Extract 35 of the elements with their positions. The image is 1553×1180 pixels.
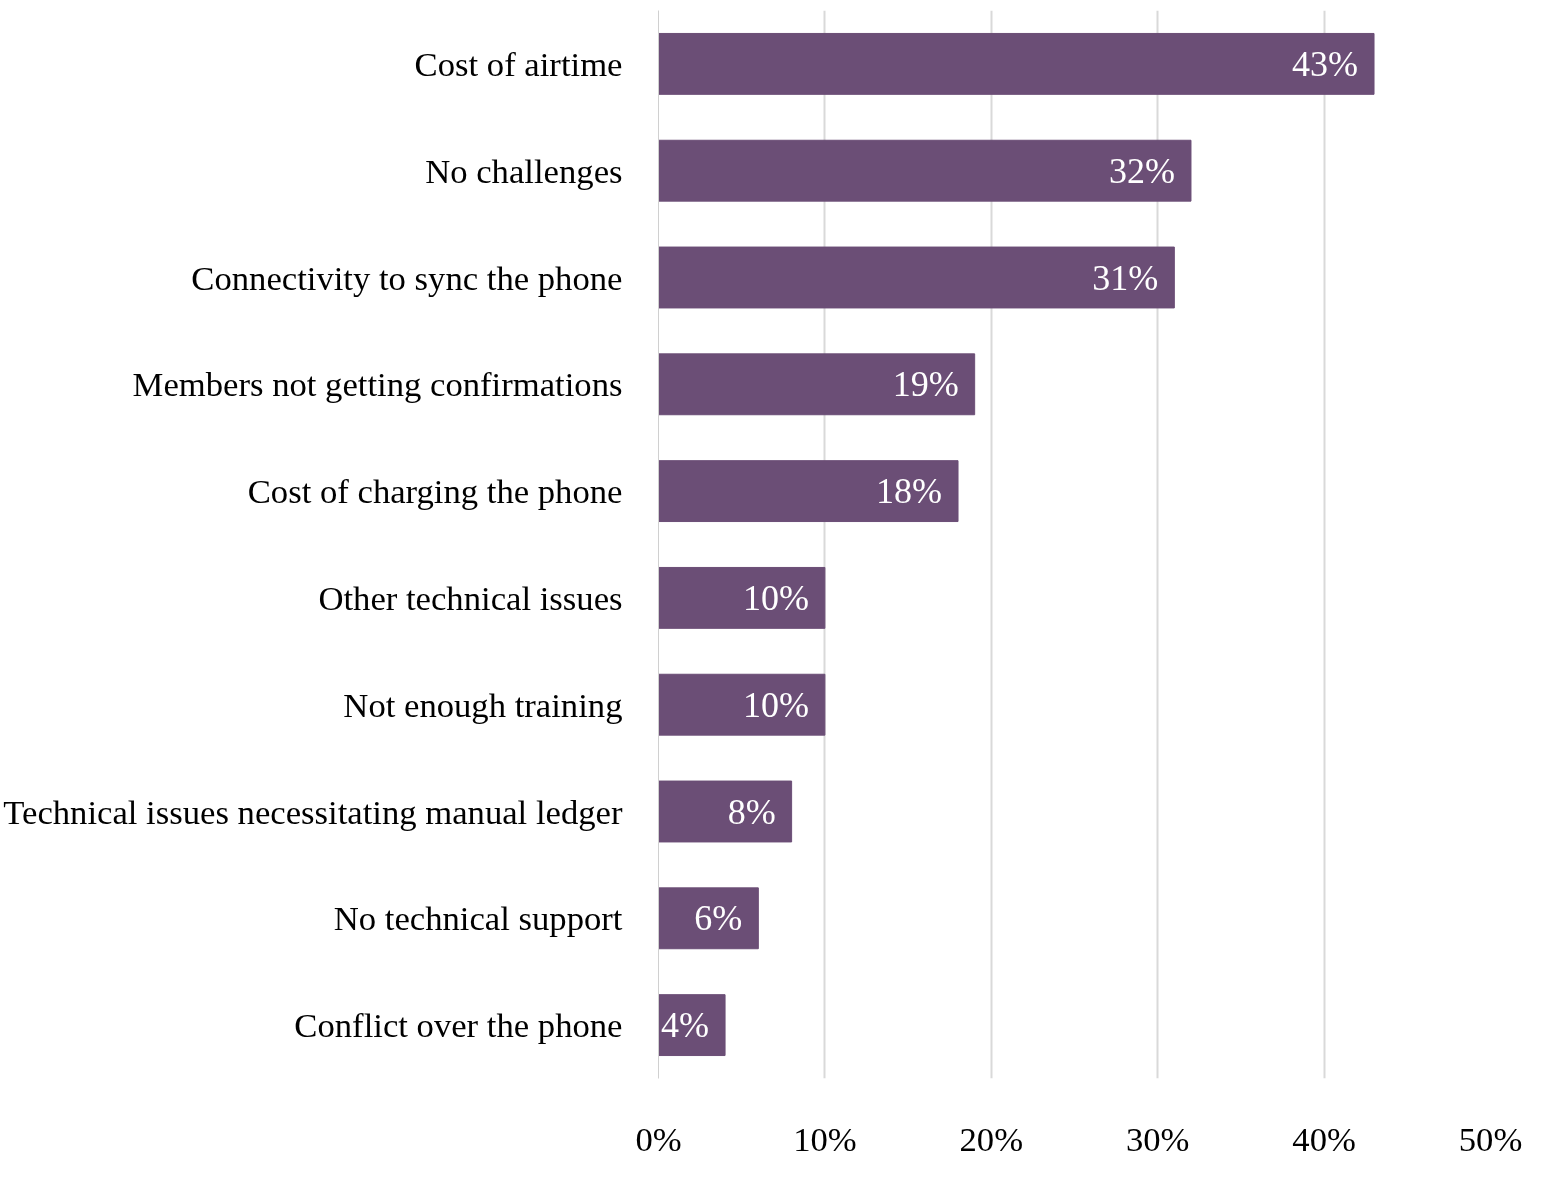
y-tick-label: No technical support (333, 899, 623, 938)
bar (658, 139, 1192, 202)
bar (658, 673, 826, 736)
y-tick-label: No challenges (425, 151, 623, 190)
bar (658, 887, 759, 950)
y-tick-label: Members not getting confirmations (132, 365, 623, 404)
x-tick-label: 30% (1125, 1119, 1190, 1158)
data-label: 43% (1292, 43, 1359, 84)
bar (658, 780, 793, 843)
bar (658, 353, 976, 416)
x-tick-label: 10% (793, 1119, 857, 1158)
data-label: 4% (661, 1005, 710, 1046)
data-label: 10% (742, 684, 809, 725)
bar (658, 566, 826, 629)
x-tick-label: 20% (959, 1119, 1024, 1158)
x-tick-label: 0% (635, 1119, 682, 1158)
x-tick-label: 40% (1292, 1119, 1356, 1158)
data-label: 31% (1092, 257, 1159, 298)
data-label: 6% (694, 898, 743, 939)
bar (658, 246, 1175, 309)
data-label: 8% (727, 791, 776, 832)
data-label: 10% (742, 577, 809, 618)
data-label: 32% (1108, 150, 1175, 191)
data-label: 19% (892, 364, 959, 405)
x-tick-label: 50% (1458, 1119, 1523, 1158)
y-tick-label: Connectivity to sync the phone (191, 258, 623, 297)
data-label: 18% (876, 471, 943, 512)
y-tick-label: Technical issues necessitating manual ledger (3, 792, 623, 831)
y-tick-label: Conflict over the phone (294, 1006, 623, 1045)
bar (658, 460, 959, 523)
bar (658, 32, 1375, 95)
y-tick-label: Cost of charging the phone (247, 472, 623, 511)
y-tick-label: Other technical issues (318, 578, 623, 617)
y-tick-label: Not enough training (343, 685, 623, 724)
y-tick-label: Cost of airtime (414, 44, 623, 83)
